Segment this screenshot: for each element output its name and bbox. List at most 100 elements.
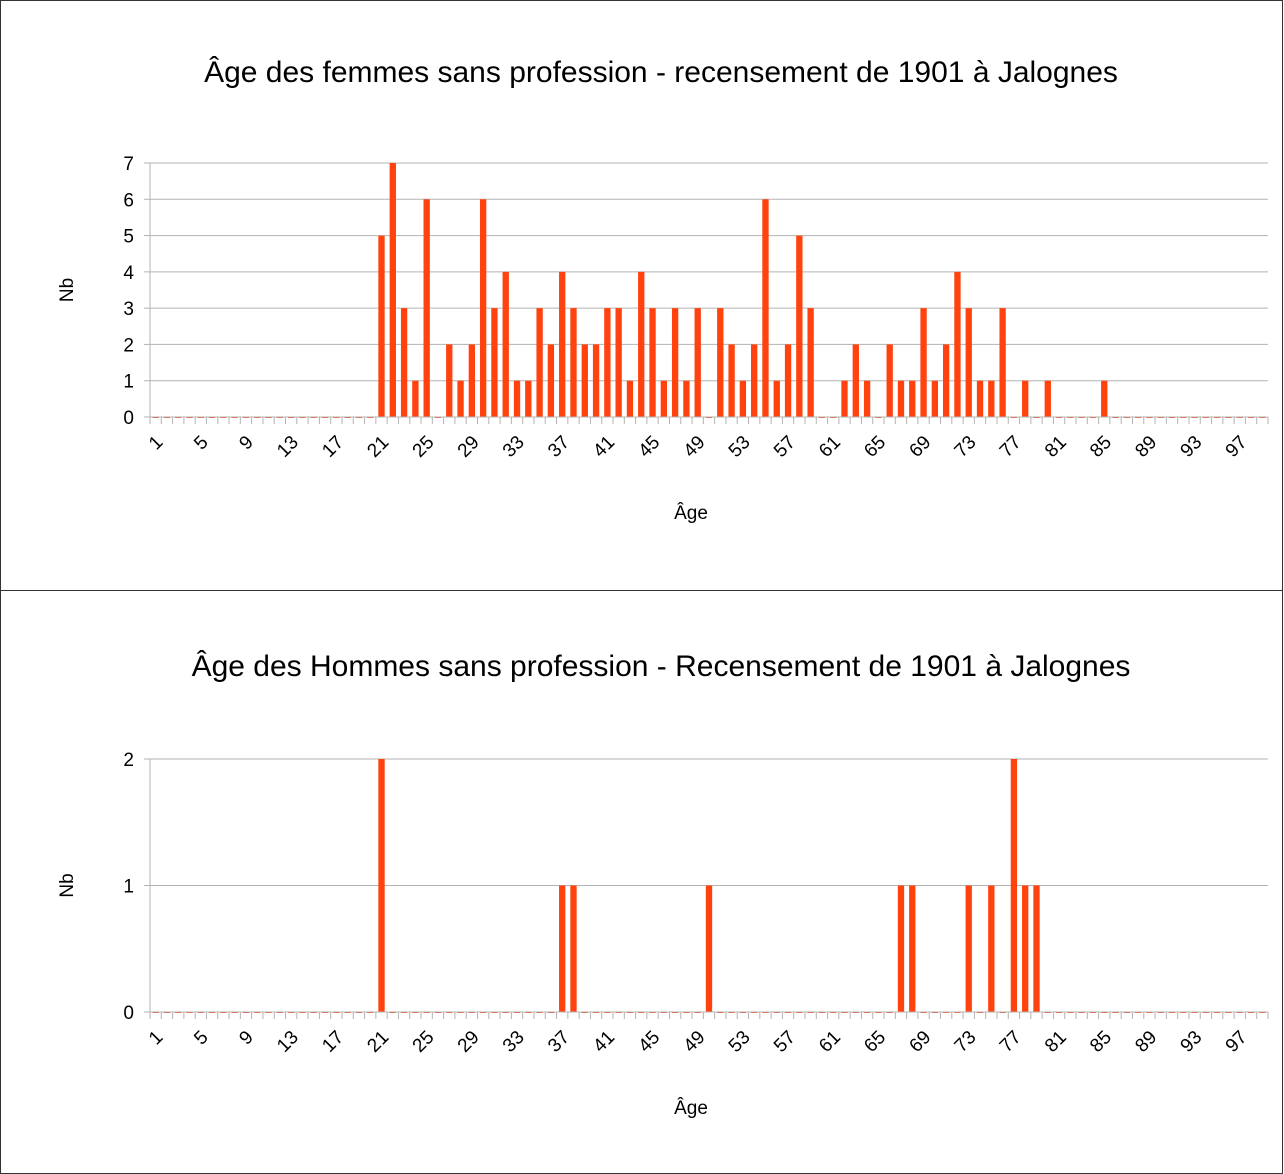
bar [694,308,701,417]
x-tick-label: 45 [635,1027,665,1057]
bar [446,344,453,417]
x-tick-label: 53 [725,1027,755,1057]
y-tick-label: 5 [123,227,134,248]
bar [1033,885,1040,1012]
bar [389,163,396,417]
x-tick-label: 9 [235,1027,257,1049]
x-tick-label: 33 [499,432,529,462]
x-tick-label: 69 [906,432,936,462]
bar [671,308,679,417]
y-axis-label: Nb [57,873,78,897]
x-tick-label: 21 [363,432,393,462]
y-tick-label: 7 [123,154,134,175]
bar [638,271,645,417]
x-tick-label: 37 [544,1027,574,1057]
bar [502,271,509,417]
bar [559,885,566,1012]
bar [525,380,532,417]
bar [660,380,667,417]
bar [976,380,984,417]
x-tick-label: 9 [235,432,257,454]
bar [796,235,803,417]
x-tick-label: 65 [860,1027,890,1057]
x-tick-label: 81 [1041,1027,1071,1057]
x-tick-label: 57 [770,1027,800,1057]
x-tick-label: 37 [544,432,574,462]
x-tick-label: 49 [680,432,710,462]
bar [1022,885,1029,1012]
x-tick-label: 25 [409,432,439,462]
x-tick-label: 45 [635,432,665,462]
bar [897,380,905,417]
x-tick-label: 69 [906,1027,936,1057]
bar [400,308,408,417]
bar [570,308,577,417]
bar [547,344,555,417]
bar [559,271,566,417]
x-tick-label: 65 [860,432,890,462]
bar [592,344,600,417]
x-tick-label: 89 [1131,432,1161,462]
x-tick-label: 49 [680,1027,710,1057]
bar [1101,380,1108,417]
x-tick-label: 29 [454,432,484,462]
bar [762,199,769,417]
x-tick-label: 73 [951,432,981,462]
bar [954,271,961,417]
x-tick-label: 73 [951,1027,981,1057]
bar [479,199,487,417]
y-tick-label: 0 [123,408,134,429]
bar [897,885,905,1012]
bar [863,380,871,417]
bar [513,380,521,417]
bar [604,308,611,417]
chart-panel: 0 1 2 3 4 5 6 7 1 5 9 13 17 21 25 29 33 37 41 45 49 53 57 61 65 6… [0,0,1283,591]
x-tick-label: 85 [1086,432,1116,462]
bar [728,344,735,417]
x-tick-label: 61 [815,1027,845,1057]
bar [739,380,747,417]
y-tick-label: 2 [123,750,134,771]
x-tick-label: 61 [815,432,845,462]
bar [841,380,848,417]
bar [717,308,724,417]
bar [852,344,859,417]
bar [999,308,1006,417]
bar [457,380,464,417]
y-tick-label: 3 [123,299,134,320]
bar [784,344,792,417]
bar [965,308,972,417]
bar [570,885,577,1012]
bar [909,885,916,1012]
x-tick-label: 21 [363,1027,393,1057]
bar [942,344,950,417]
x-tick-label: 1 [145,432,167,454]
bar [423,199,430,417]
bar [931,380,939,417]
bar [988,885,995,1012]
x-tick-label: 77 [996,432,1026,462]
y-tick-label: 1 [123,372,134,393]
x-tick-label: 97 [1222,1027,1252,1057]
y-tick-label: 2 [123,335,134,356]
y-tick-label: 4 [123,263,134,284]
bar [378,759,385,1012]
bar [886,344,893,417]
x-tick-label: 13 [273,432,303,462]
bar [491,308,498,417]
y-tick-label: 0 [123,1003,134,1024]
x-tick-label: 17 [318,432,348,462]
bar [965,885,972,1012]
bar [705,885,713,1012]
x-tick-label: 25 [409,1027,439,1057]
bar [615,308,622,417]
x-tick-label: 53 [725,432,755,462]
y-tick-label: 6 [123,190,134,211]
bar [378,235,385,417]
x-tick-label: 5 [190,432,212,454]
y-tick-label: 1 [123,877,134,898]
x-tick-label: 41 [589,1027,619,1057]
